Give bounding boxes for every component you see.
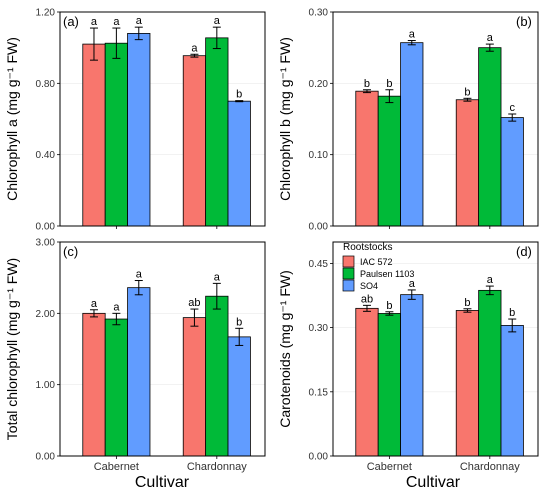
bar-d-chardonnay-s2	[500, 325, 524, 457]
panel-border-c	[59, 241, 266, 457]
panel-label-c: (c)	[63, 244, 78, 259]
significance-letter-b-cabernet-s1: b	[386, 78, 392, 90]
significance-letter-d-cabernet-s1: b	[386, 300, 392, 312]
bar-c-cabernet-s2	[127, 287, 151, 457]
significance-letter-a-cabernet-s0: a	[91, 16, 98, 28]
bar-a-cabernet-s1	[104, 42, 128, 227]
y-axis-title-c: Total chlorophyll (mg g⁻¹ FW)	[4, 258, 20, 440]
significance-letter-a-cabernet-s2: a	[136, 15, 143, 27]
panel-border-b	[332, 11, 539, 227]
bar-b-chardonnay-s1	[478, 47, 502, 227]
significance-letter-b-cabernet-s0: b	[364, 78, 370, 90]
x-tick-label-c: Chardonnay	[187, 461, 247, 473]
bar-a-cabernet-s2	[127, 33, 151, 227]
bar-d-cabernet-s0	[355, 307, 379, 457]
legend-label-iac572: IAC 572	[360, 257, 393, 267]
legend-item-paulsen1103: Paulsen 1103	[342, 267, 414, 280]
bar-a-chardonnay-s1	[205, 37, 229, 227]
significance-letter-a-chardonnay-s2: b	[236, 89, 242, 101]
significance-letter-c-cabernet-s0: a	[91, 298, 98, 310]
y-tick-label-a: 1.20	[36, 8, 56, 19]
x-tick-label-d: Chardonnay	[460, 461, 520, 473]
x-axis-title-left: Cultivar	[135, 474, 190, 491]
y-tick-label-c: 1.00	[36, 380, 56, 391]
y-tick-label-a: 0.40	[36, 150, 56, 161]
significance-letter-c-chardonnay-s0: ab	[188, 297, 200, 309]
bar-c-chardonnay-s2	[227, 336, 251, 457]
significance-letter-b-chardonnay-s2: c	[509, 102, 515, 114]
x-axis-title-right: Cultivar	[406, 474, 461, 491]
bar-a-chardonnay-s2	[227, 100, 251, 227]
bar-d-cabernet-s1	[377, 313, 401, 457]
significance-letter-a-chardonnay-s0: a	[191, 42, 198, 54]
bar-b-cabernet-s0	[355, 90, 379, 227]
legend-label-paulsen1103: Paulsen 1103	[360, 269, 414, 279]
x-tick-label-c: Cabernet	[94, 461, 139, 473]
panel-label-b: (b)	[516, 14, 532, 29]
legend-label-so4: SO4	[360, 281, 378, 291]
significance-letter-a-cabernet-s1: a	[113, 16, 120, 28]
bar-d-cabernet-s2	[400, 294, 424, 457]
y-tick-label-a: 0.00	[36, 222, 56, 233]
bar-b-chardonnay-s2	[500, 117, 524, 227]
significance-letter-c-cabernet-s2: a	[136, 269, 143, 281]
panel-border-d	[332, 241, 539, 457]
significance-letter-d-cabernet-s2: a	[409, 278, 416, 290]
bar-d-chardonnay-s1	[478, 289, 502, 457]
significance-letter-c-chardonnay-s1: a	[214, 271, 221, 283]
bar-b-chardonnay-s0	[455, 99, 480, 227]
legend-swatch-iac572	[342, 255, 355, 268]
bar-b-cabernet-s1	[377, 95, 401, 227]
y-axis-title-b: Chlorophyll b (mg g⁻¹ FW)	[277, 37, 293, 201]
bar-c-cabernet-s1	[104, 318, 128, 457]
significance-letter-d-cabernet-s0: ab	[361, 293, 373, 305]
significance-letter-d-chardonnay-s1: a	[487, 274, 494, 286]
significance-letter-b-chardonnay-s1: a	[487, 32, 494, 44]
bar-a-cabernet-s0	[82, 43, 106, 227]
legend-swatch-paulsen1103	[342, 267, 355, 280]
bar-b-cabernet-s2	[400, 42, 424, 227]
y-axis-title-a: Chlorophyll a (mg g⁻¹ FW)	[4, 37, 20, 201]
panel-b: b b a b a c 0.00 0.10 0.20 0.30 (b) Chlorophyll b (…	[277, 8, 539, 233]
panel-a: a a a a a b 0.00 0.40 0.80 1.20 (a) Chlorophyll a (…	[4, 8, 266, 233]
y-tick-label-b: 0.30	[309, 8, 329, 19]
y-tick-label-d: 0.45	[309, 259, 329, 270]
legend-item-so4: SO4	[342, 279, 378, 292]
legend-title: Rootstocks	[343, 242, 392, 253]
significance-letter-a-chardonnay-s1: a	[214, 15, 221, 27]
y-tick-label-b: 0.00	[309, 222, 329, 233]
bar-c-chardonnay-s0	[182, 317, 207, 457]
y-tick-label-a: 0.80	[36, 79, 56, 90]
y-tick-label-c: 3.00	[36, 238, 56, 249]
bar-c-cabernet-s0	[82, 312, 106, 457]
significance-letter-d-chardonnay-s2: b	[509, 307, 515, 319]
y-tick-label-d: 0.30	[309, 323, 329, 334]
legend-item-iac572: IAC 572	[342, 255, 393, 268]
significance-letter-c-chardonnay-s2: b	[236, 316, 242, 328]
legend-swatch-so4	[342, 279, 355, 292]
y-tick-label-c: 2.00	[36, 309, 56, 320]
chart-legend: Rootstocks IAC 572 Paulsen 1103 SO4	[342, 242, 414, 292]
y-tick-label-d: 0.15	[309, 387, 329, 398]
significance-letter-d-chardonnay-s0: b	[464, 297, 470, 309]
bar-c-chardonnay-s1	[205, 295, 229, 457]
y-axis-title-d: Carotenoids (mg g⁻¹ FW)	[277, 270, 293, 428]
y-tick-label-b: 0.20	[309, 79, 329, 90]
significance-letter-b-chardonnay-s0: b	[464, 86, 470, 98]
y-tick-label-c: 0.00	[36, 452, 56, 463]
panel-label-a: (a)	[63, 14, 79, 29]
bar-a-chardonnay-s0	[182, 55, 207, 227]
y-tick-label-b: 0.10	[309, 150, 329, 161]
panel-label-d: (d)	[516, 244, 532, 259]
significance-letter-b-cabernet-s2: a	[409, 29, 416, 41]
panel-border-a	[59, 11, 266, 227]
y-tick-label-d: 0.00	[309, 452, 329, 463]
x-tick-label-d: Cabernet	[367, 461, 412, 473]
bar-d-chardonnay-s0	[455, 310, 480, 457]
significance-letter-c-cabernet-s1: a	[113, 301, 120, 313]
